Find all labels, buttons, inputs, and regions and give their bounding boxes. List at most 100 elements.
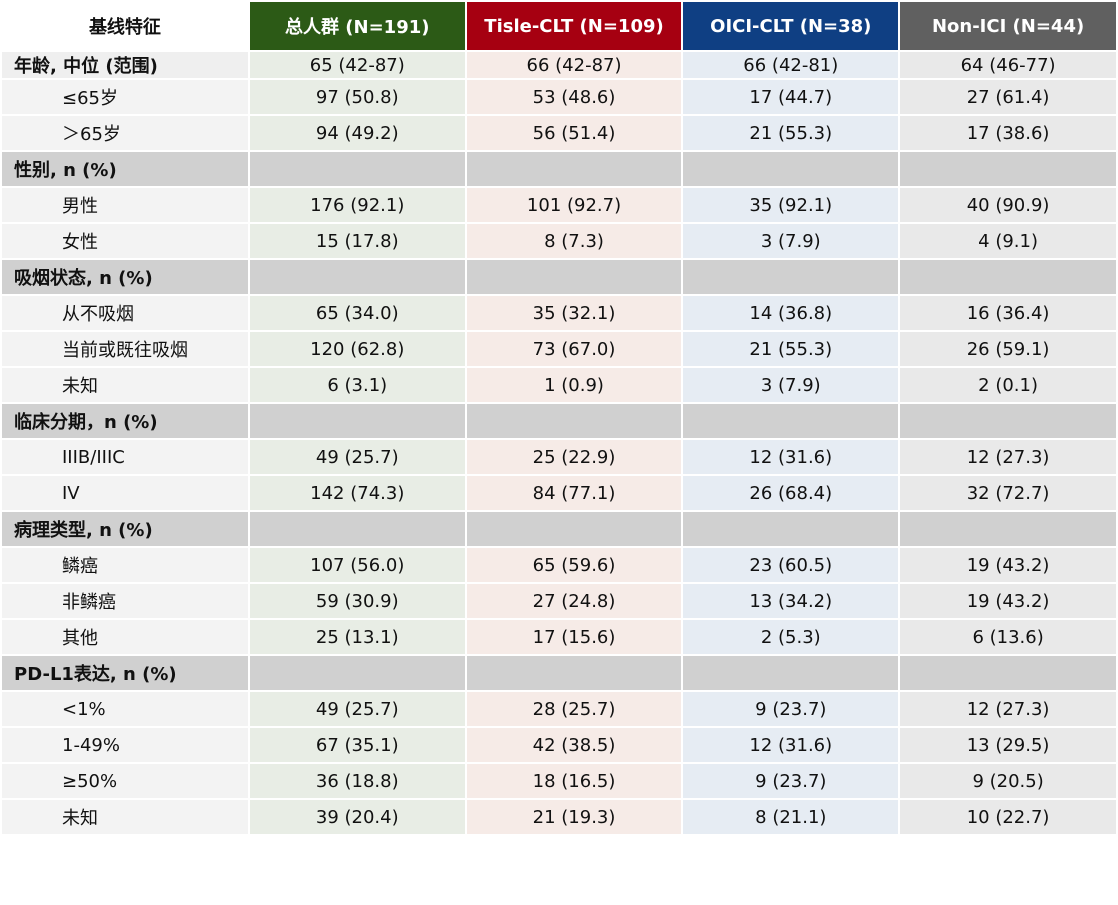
row-label: <1% [2,692,248,726]
row-label: ≥50% [2,764,248,798]
value-cell [249,512,465,546]
section-row: PD-L1表达, n (%) [2,656,1116,690]
value-cell [466,260,682,294]
value-cell: 94 (49.2) [249,116,465,150]
value-cell: 26 (59.1) [900,332,1116,366]
value-cell [900,260,1116,294]
value-cell: 18 (16.5) [466,764,682,798]
row-label: 未知 [2,368,248,402]
value-cell: 65 (59.6) [466,548,682,582]
value-cell: 12 (27.3) [900,440,1116,474]
value-cell: 107 (56.0) [249,548,465,582]
row-label: IIIB/IIIC [2,440,248,474]
value-cell [249,260,465,294]
value-cell: 9 (20.5) [900,764,1116,798]
header-non-ici: Non-ICI (N=44) [900,2,1116,50]
table-row: 其他 25 (13.1) 17 (15.6) 2 (5.3) 6 (13.6) [2,620,1116,654]
section-label: 性别, n (%) [2,152,248,186]
value-cell: 15 (17.8) [249,224,465,258]
value-cell: 53 (48.6) [466,80,682,114]
row-label: 当前或既往吸烟 [2,332,248,366]
value-cell: 8 (7.3) [466,224,682,258]
row-label: ≤65岁 [2,80,248,114]
table-row: 从不吸烟 65 (34.0) 35 (32.1) 14 (36.8) 16 (36.4) [2,296,1116,330]
value-cell: 17 (44.7) [683,80,899,114]
value-cell: 42 (38.5) [466,728,682,762]
row-label: IV [2,476,248,510]
value-cell: 97 (50.8) [249,80,465,114]
header-oici-clt: OICI-CLT (N=38) [683,2,899,50]
value-cell [466,656,682,690]
value-cell: 120 (62.8) [249,332,465,366]
table-body: 年龄, 中位 (范围) 65 (42-87) 66 (42-87) 66 (42-81… [2,52,1116,834]
row-label: 鳞癌 [2,548,248,582]
header-row: 基线特征 总人群 (N=191) Tisle-CLT (N=109) OICI-… [2,2,1116,50]
section-row: 性别, n (%) [2,152,1116,186]
value-cell: 2 (0.1) [900,368,1116,402]
header-tisle-clt: Tisle-CLT (N=109) [466,2,682,50]
table-row: 非鳞癌 59 (30.9) 27 (24.8) 13 (34.2) 19 (43.2) [2,584,1116,618]
row-label: 女性 [2,224,248,258]
value-cell [249,152,465,186]
row-label: 从不吸烟 [2,296,248,330]
value-cell: 67 (35.1) [249,728,465,762]
value-cell: 49 (25.7) [249,440,465,474]
table-row: 当前或既往吸烟 120 (62.8) 73 (67.0) 21 (55.3) 26 (5… [2,332,1116,366]
row-label: 男性 [2,188,248,222]
section-row: 临床分期，n (%) [2,404,1116,438]
value-cell: 19 (43.2) [900,548,1116,582]
value-cell: 21 (55.3) [683,116,899,150]
value-cell: 9 (23.7) [683,692,899,726]
table-row: 鳞癌 107 (56.0) 65 (59.6) 23 (60.5) 19 (43.2) [2,548,1116,582]
value-cell [466,404,682,438]
baseline-characteristics-table: 基线特征 总人群 (N=191) Tisle-CLT (N=109) OICI-… [2,2,1116,834]
value-cell: 28 (25.7) [466,692,682,726]
value-cell: 56 (51.4) [466,116,682,150]
value-cell: 17 (15.6) [466,620,682,654]
value-cell [900,656,1116,690]
value-cell [249,656,465,690]
value-cell [900,152,1116,186]
table-row: 未知 39 (20.4) 21 (19.3) 8 (21.1) 10 (22.7) [2,800,1116,834]
value-cell [900,404,1116,438]
value-cell: 26 (68.4) [683,476,899,510]
row-label: 1-49% [2,728,248,762]
value-cell: 13 (34.2) [683,584,899,618]
value-cell [683,152,899,186]
row-label: ＞65岁 [2,116,248,150]
value-cell: 176 (92.1) [249,188,465,222]
value-cell: 14 (36.8) [683,296,899,330]
value-cell: 84 (77.1) [466,476,682,510]
value-cell: 25 (22.9) [466,440,682,474]
value-cell: 66 (42-87) [466,52,682,78]
section-label: 吸烟状态, n (%) [2,260,248,294]
section-label: 临床分期，n (%) [2,404,248,438]
value-cell: 66 (42-81) [683,52,899,78]
value-cell: 12 (31.6) [683,728,899,762]
table-row: 女性 15 (17.8) 8 (7.3) 3 (7.9) 4 (9.1) [2,224,1116,258]
value-cell: 65 (42-87) [249,52,465,78]
row-label: 未知 [2,800,248,834]
value-cell [466,512,682,546]
value-cell: 12 (31.6) [683,440,899,474]
value-cell: 35 (32.1) [466,296,682,330]
value-cell: 16 (36.4) [900,296,1116,330]
value-cell: 13 (29.5) [900,728,1116,762]
section-label: PD-L1表达, n (%) [2,656,248,690]
table-row: 男性 176 (92.1) 101 (92.7) 35 (92.1) 40 (90.9) [2,188,1116,222]
value-cell: 6 (3.1) [249,368,465,402]
row-label: 年龄, 中位 (范围) [2,52,248,78]
value-cell: 32 (72.7) [900,476,1116,510]
value-cell: 59 (30.9) [249,584,465,618]
value-cell: 21 (55.3) [683,332,899,366]
value-cell: 35 (92.1) [683,188,899,222]
section-row: 病理类型, n (%) [2,512,1116,546]
value-cell: 36 (18.8) [249,764,465,798]
table-row: 1-49% 67 (35.1) 42 (38.5) 12 (31.6) 13 (29.5… [2,728,1116,762]
value-cell: 73 (67.0) [466,332,682,366]
value-cell: 9 (23.7) [683,764,899,798]
value-cell: 27 (61.4) [900,80,1116,114]
value-cell [683,512,899,546]
header-overall-population: 总人群 (N=191) [249,2,465,50]
row-label: 其他 [2,620,248,654]
